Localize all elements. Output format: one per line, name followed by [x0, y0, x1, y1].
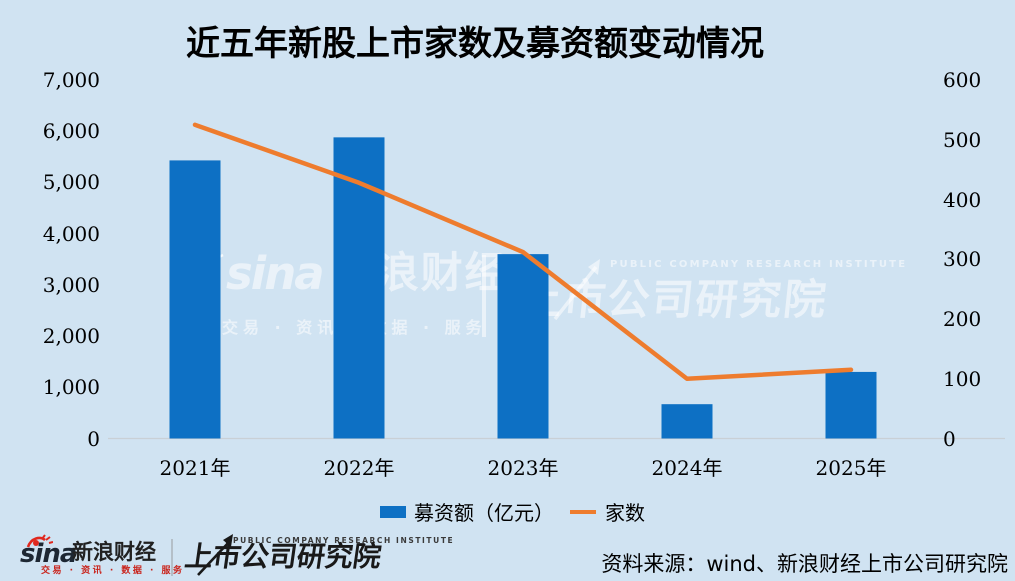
bar-2023年 [497, 254, 549, 439]
legend-bar-swatch [380, 505, 406, 518]
right-axis-tick: 0 [943, 426, 956, 451]
source-note: 资料来源：wind、新浪财经上市公司研究院 [601, 552, 1008, 576]
left-axis-tick: 3,000 [42, 272, 100, 297]
sina-finance-logo-text: 新浪财经 [72, 540, 156, 564]
x-axis-label: 2021年 [159, 456, 231, 480]
right-axis-tick: 100 [943, 366, 982, 391]
bar-2021年 [169, 160, 221, 439]
left-axis-tick: 7,000 [42, 68, 100, 92]
bar-2024年 [661, 404, 713, 439]
chart-title: 近五年新股上市家数及募资额变动情况 [186, 24, 764, 64]
left-axis-tick: 1,000 [42, 375, 100, 400]
footer: sina 新浪财经 交易 · 资讯 · 数据 · 服务 PUBLIC COMPA… [0, 528, 1015, 581]
right-axis-tick: 400 [943, 187, 982, 212]
legend-bar-label: 募资额（亿元） [414, 501, 554, 525]
right-axis-tick: 600 [943, 68, 982, 92]
left-axis-tick: 2,000 [42, 324, 100, 349]
watermark-institute-en: PUBLIC COMPANY RESEARCH INSTITUTE [610, 259, 908, 270]
line-series [192, 122, 854, 381]
institute-arrow-icon [197, 534, 233, 576]
institute-logo-en: PUBLIC COMPANY RESEARCH INSTITUTE [233, 536, 455, 545]
bar-2025年 [825, 371, 877, 439]
left-axis-tick: 5,000 [42, 170, 100, 195]
sina-tagline: 交易 · 资讯 · 数据 · 服务 [41, 566, 185, 576]
left-axis-tick: 0 [87, 426, 100, 451]
watermark-sina-finance: sina 新浪财经 [198, 248, 509, 296]
legend-line-swatch [570, 509, 596, 514]
watermark-divider [482, 255, 486, 337]
x-axis-label: 2022年 [323, 456, 395, 480]
footer-divider [171, 539, 173, 576]
right-axis-tick: 200 [943, 307, 982, 331]
watermark-sina-text: sina [226, 247, 325, 300]
left-axis-tick: 4,000 [42, 221, 100, 246]
x-axis-label: 2023年 [487, 456, 559, 480]
right-axis-tick: 500 [943, 127, 982, 152]
x-axis-label: 2024年 [651, 456, 723, 480]
legend: 募资额（亿元） 家数 [380, 497, 645, 526]
right-axis-tick: 300 [943, 247, 982, 272]
legend-line-label: 家数 [605, 501, 645, 525]
sina-eye-icon [26, 534, 53, 548]
left-axis-tick: 6,000 [42, 119, 100, 144]
x-axis-label: 2025年 [815, 456, 887, 480]
sina-logo-text: sina [20, 539, 77, 569]
